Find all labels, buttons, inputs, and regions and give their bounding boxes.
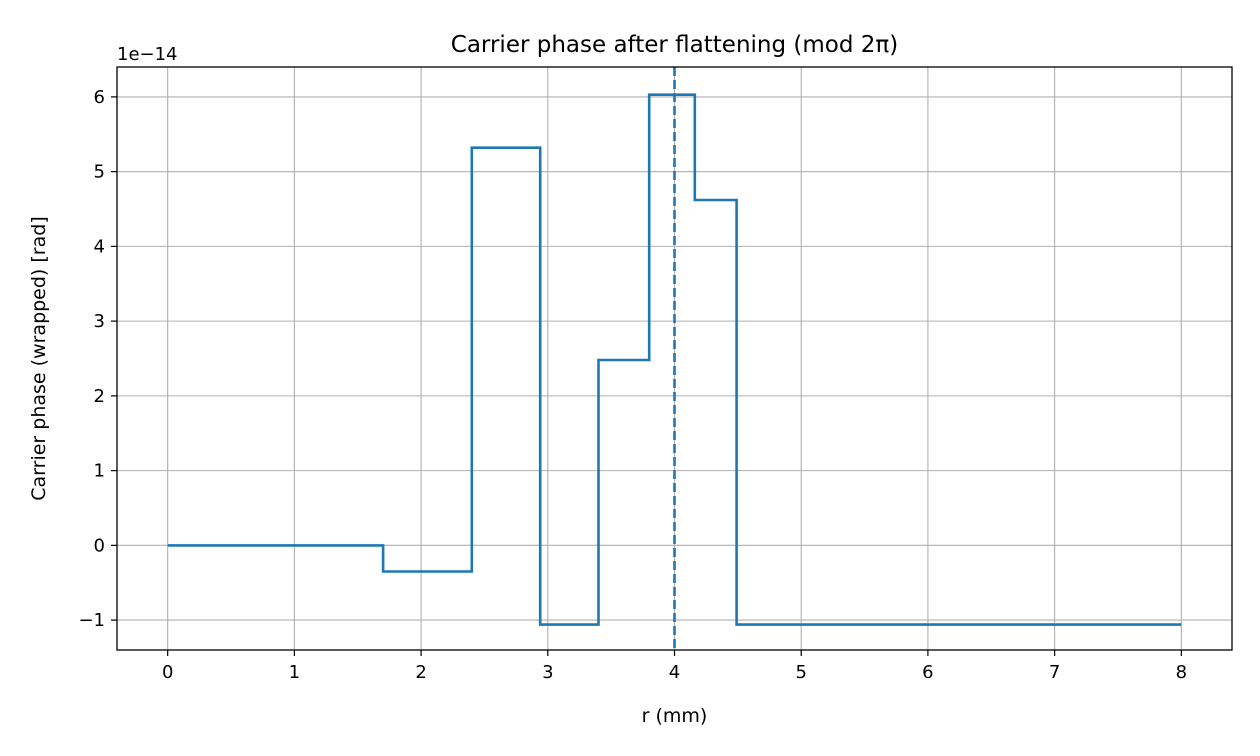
y-tick-label: −1 xyxy=(78,610,105,631)
x-tick-label: 4 xyxy=(669,662,680,683)
y-tick-label: 1 xyxy=(94,461,105,482)
x-tick-label: 0 xyxy=(162,662,173,683)
chart-title: Carrier phase after flattening (mod 2π) xyxy=(451,32,898,58)
x-tick-label: 2 xyxy=(415,662,426,683)
y-tick-label: 5 xyxy=(94,162,105,183)
x-tick-label: 1 xyxy=(289,662,300,683)
x-tick-label: 6 xyxy=(922,662,933,683)
y-axis-label: Carrier phase (wrapped) [rad] xyxy=(28,216,50,500)
x-tick-label: 5 xyxy=(795,662,806,683)
x-tick-label: 8 xyxy=(1176,662,1187,683)
y-tick-label: 6 xyxy=(94,87,105,108)
y-axis: −1 0 1 2 3 4 5 6 xyxy=(78,87,117,631)
series-line xyxy=(167,93,1182,626)
x-tick-label: 7 xyxy=(1049,662,1060,683)
plot-area xyxy=(167,67,1182,650)
x-tick-label: 3 xyxy=(542,662,553,683)
y-tick-label: 0 xyxy=(94,535,105,556)
y-tick-label: 3 xyxy=(94,311,105,332)
y-tick-label: 2 xyxy=(94,386,105,407)
x-axis: 0 1 2 3 4 5 6 7 8 xyxy=(162,650,1187,683)
y-axis-offset-label: 1e−14 xyxy=(117,44,178,65)
x-axis-label: r (mm) xyxy=(642,705,708,727)
y-tick-label: 4 xyxy=(94,236,105,257)
